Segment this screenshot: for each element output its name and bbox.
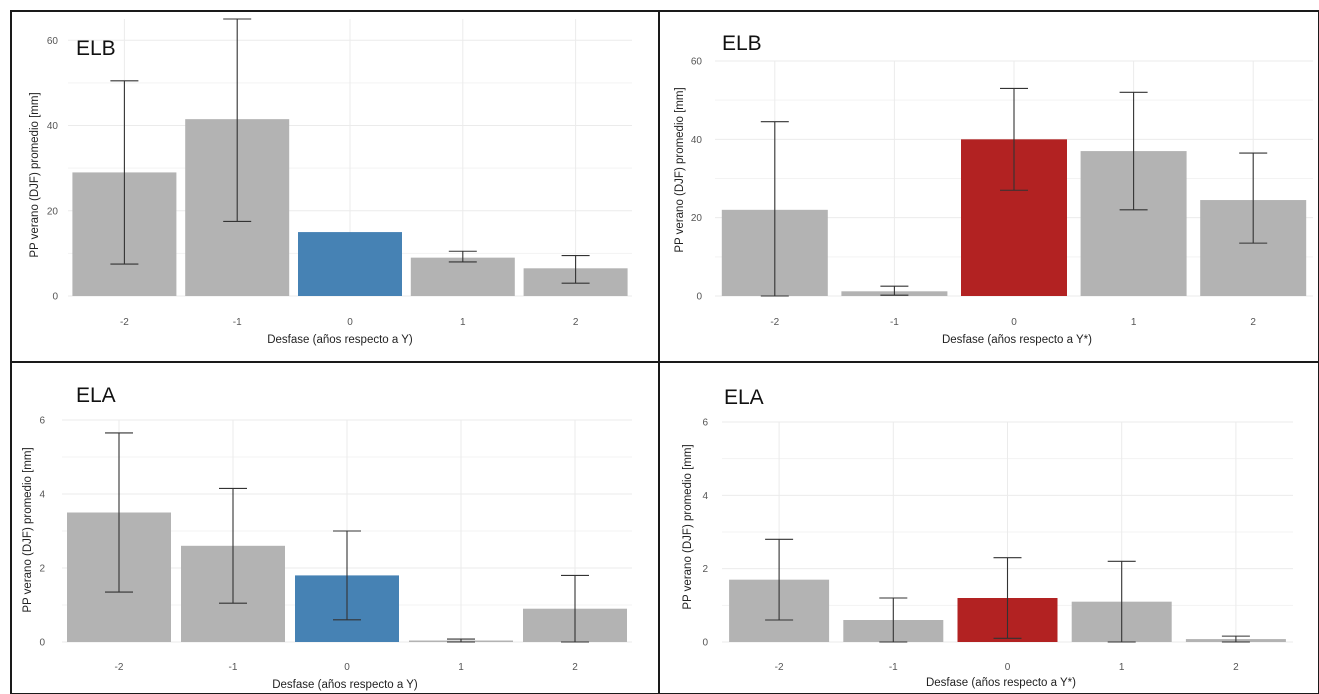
- x-tick-label: 1: [458, 662, 464, 673]
- y-tick-label: 0: [52, 292, 58, 303]
- y-axis-label: PP verano (DJF) promedio [mm]: [674, 87, 686, 252]
- x-tick-label: 1: [1131, 317, 1137, 328]
- y-tick-label: 40: [47, 121, 59, 132]
- x-tick-label: 1: [460, 317, 466, 328]
- y-axis-label: PP verano (DJF) promedio [mm]: [29, 92, 41, 257]
- y-tick-label: 60: [47, 36, 59, 47]
- x-tick-label: 0: [1011, 317, 1017, 328]
- y-tick-label: 0: [39, 638, 45, 649]
- chart-panel-top-left: 0 20 40 60 -2 -1 0 1 2 ELB Desfase (años respec…: [10, 10, 660, 363]
- panel-title: ELA: [76, 384, 116, 407]
- x-tick-label: 2: [1250, 317, 1256, 328]
- y-tick-label: 60: [691, 57, 703, 68]
- x-tick-label: -1: [233, 317, 242, 328]
- x-tick-label: 2: [572, 662, 578, 673]
- x-tick-label: -1: [229, 662, 238, 673]
- x-tick-label: 0: [347, 317, 353, 328]
- x-axis-label: Desfase (años respecto a Y*): [926, 677, 1076, 689]
- bar-0: [298, 232, 402, 296]
- x-tick-label: -2: [770, 317, 779, 328]
- panel-title: ELB: [722, 32, 762, 55]
- x-tick-label: 2: [573, 317, 579, 328]
- x-tick-label: -2: [775, 662, 784, 673]
- y-axis-label: PP verano (DJF) promedio [mm]: [682, 444, 694, 609]
- x-axis-label: Desfase (años respecto a Y): [272, 679, 418, 691]
- x-tick-label: 2: [1233, 662, 1239, 673]
- panel-title: ELA: [724, 386, 764, 409]
- y-tick-label: 0: [696, 292, 702, 303]
- y-tick-label: 4: [702, 491, 708, 502]
- y-tick-label: 2: [39, 564, 45, 575]
- x-tick-label: -2: [115, 662, 124, 673]
- y-tick-label: 4: [39, 490, 45, 501]
- chart-panel-bottom-left: 0 2 4 6 -2 -1 0 1 2 ELA Desfase (años respecto …: [10, 361, 660, 694]
- y-tick-label: 2: [702, 564, 708, 575]
- panel-border: [658, 361, 1319, 694]
- y-tick-label: 0: [702, 638, 708, 649]
- y-tick-label: 20: [47, 206, 59, 217]
- panel-title: ELB: [76, 37, 116, 60]
- x-axis-label: Desfase (años respecto a Y*): [942, 334, 1092, 346]
- y-tick-label: 40: [691, 135, 703, 146]
- x-tick-label: 0: [1005, 662, 1011, 673]
- bar-1: [410, 257, 515, 296]
- x-tick-label: -1: [889, 662, 898, 673]
- x-tick-label: -1: [890, 317, 899, 328]
- y-tick-label: 20: [691, 213, 703, 224]
- y-tick-label: 6: [702, 418, 708, 429]
- chart-panel-top-right: 0 20 40 60 -2 -1 0 1 2 ELB Desfase (años respec…: [658, 10, 1319, 363]
- x-tick-label: 0: [344, 662, 350, 673]
- y-axis-label: PP verano (DJF) promedio [mm]: [22, 447, 34, 612]
- chart-panel-bottom-right: 0 2 4 6 -2 -1 0 1 2 ELA Desfase (años respecto …: [658, 361, 1319, 694]
- x-tick-label: 1: [1119, 662, 1125, 673]
- y-tick-label: 6: [39, 416, 45, 427]
- x-tick-label: -2: [120, 317, 129, 328]
- x-axis-label: Desfase (años respecto a Y): [267, 334, 413, 346]
